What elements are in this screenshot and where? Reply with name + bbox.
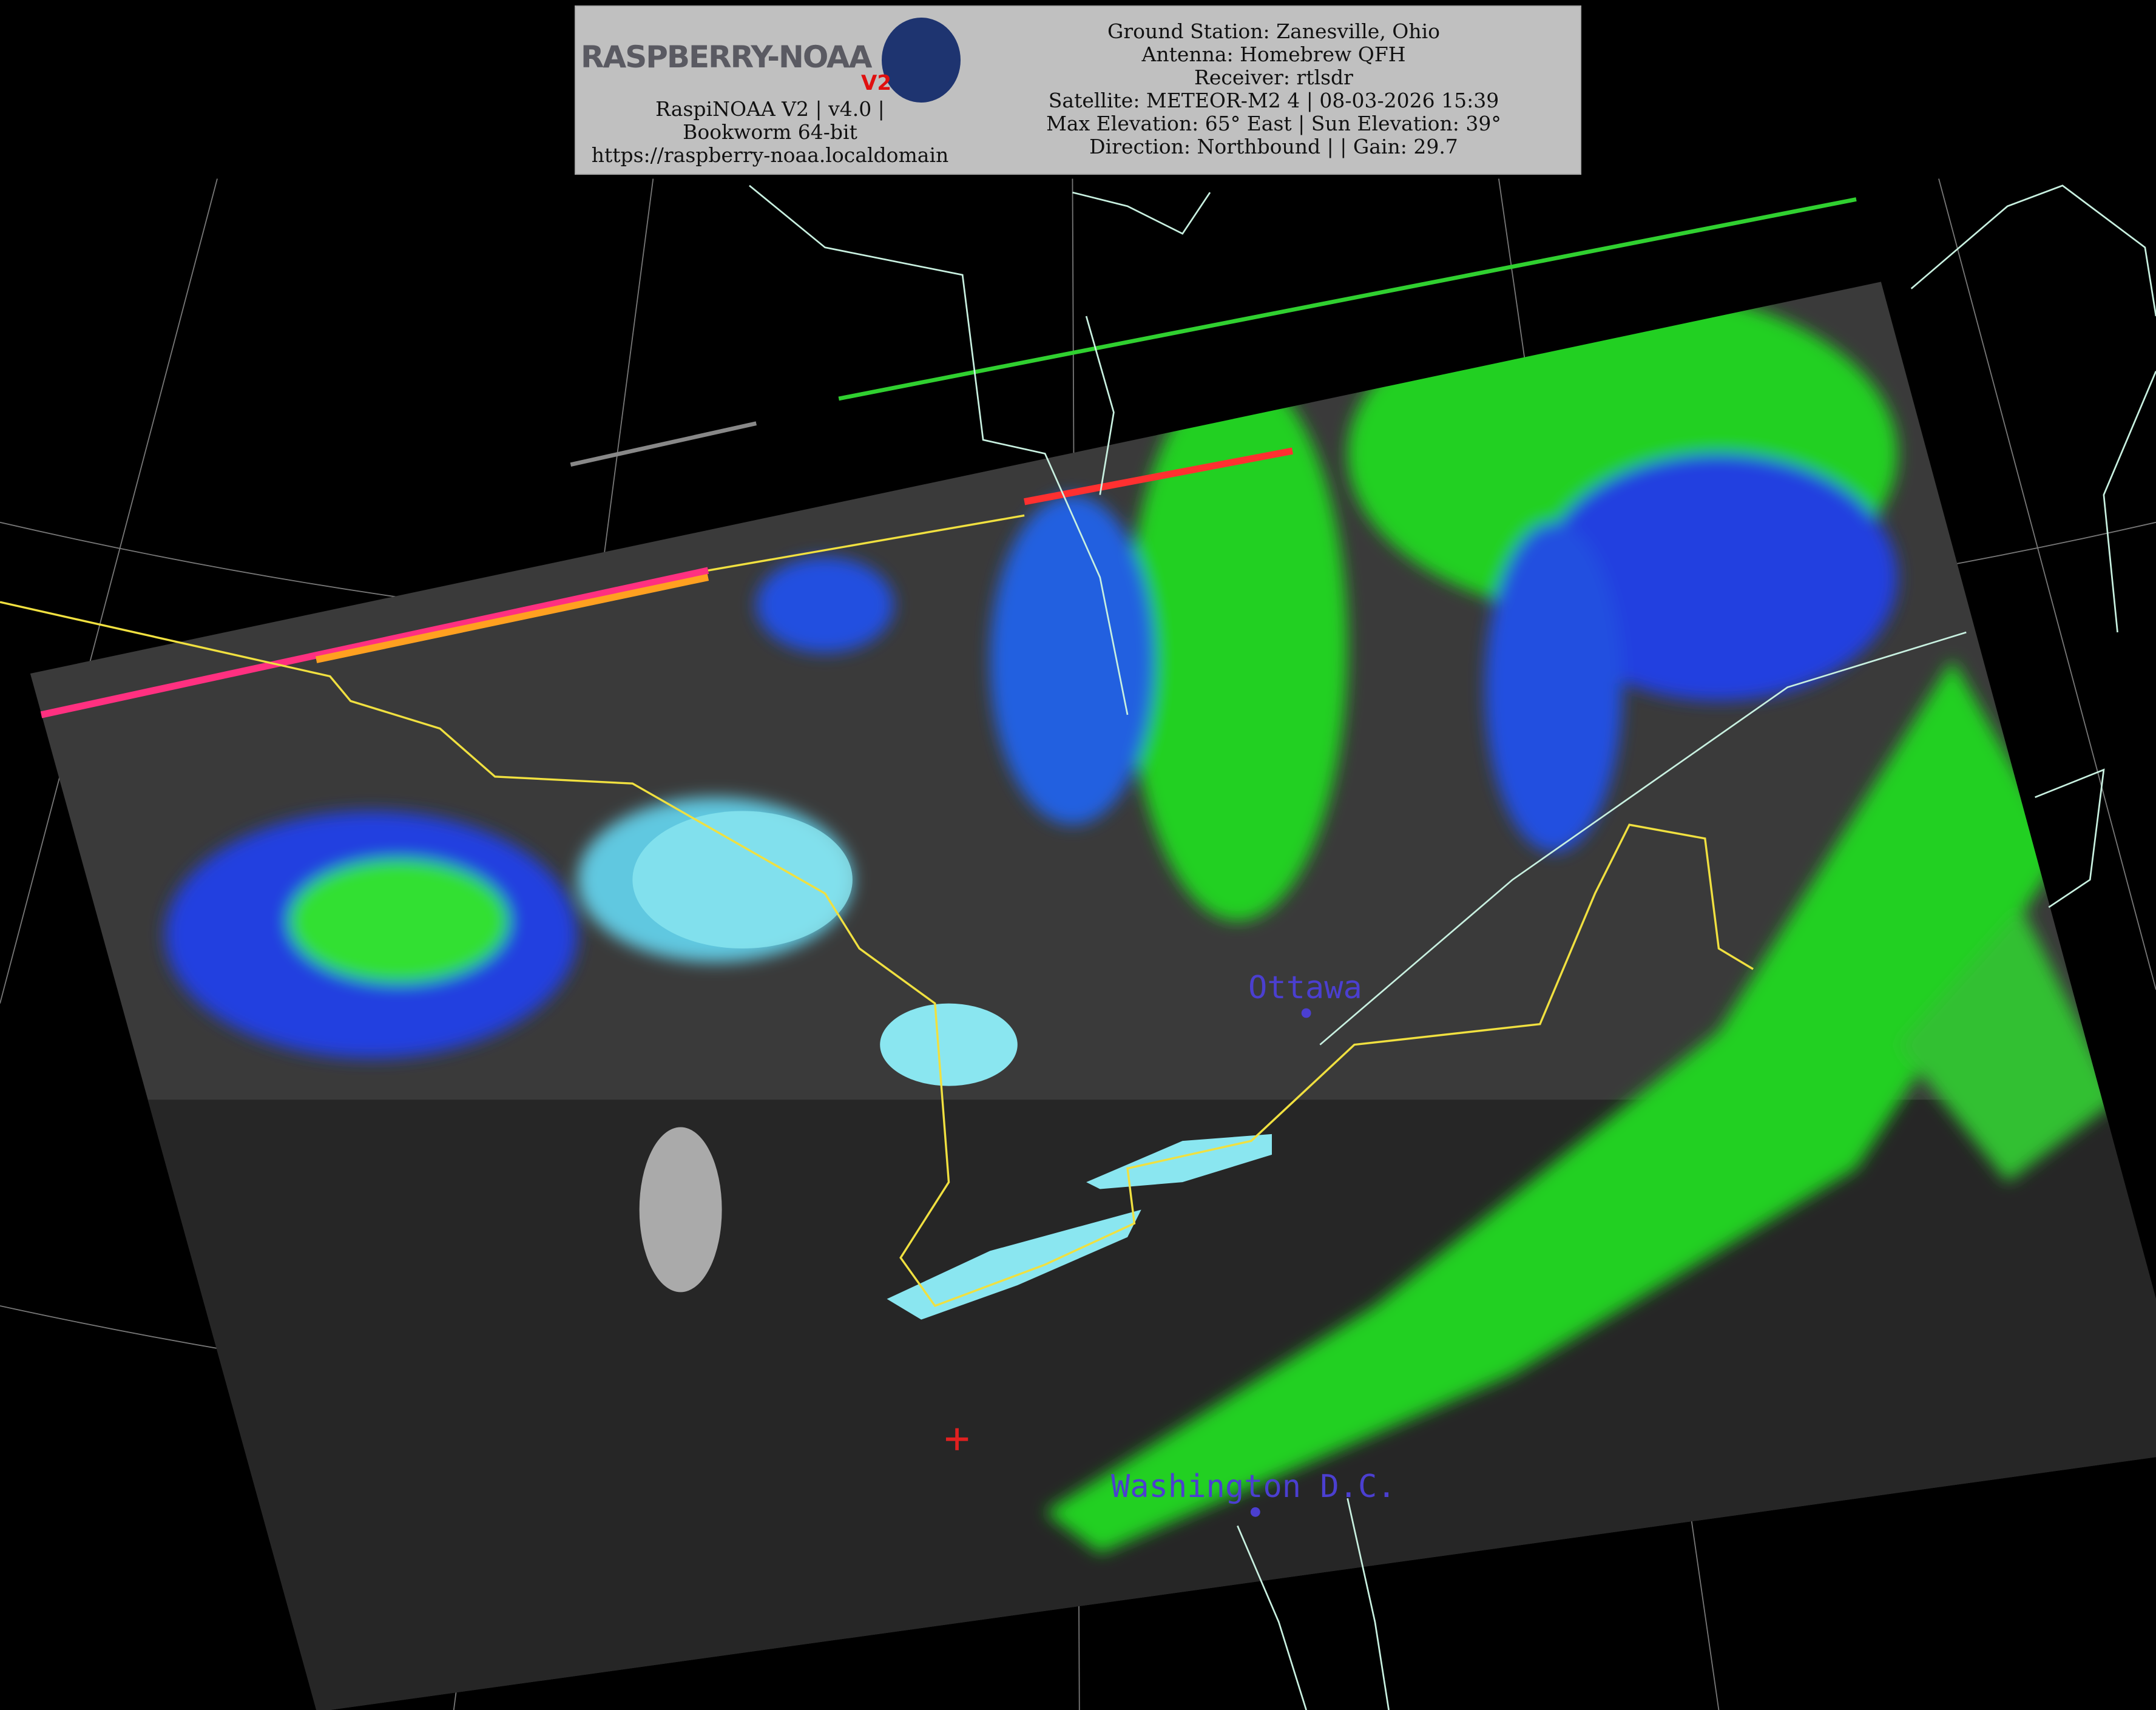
pass-details: Ground Station: Zanesville, Ohio Antenna… xyxy=(1025,20,1522,158)
antenna: Antenna: Homebrew QFH xyxy=(1141,42,1406,66)
ground-station-marker-cross-icon xyxy=(945,1428,968,1450)
site-url: https://raspberry-noaa.localdomain xyxy=(591,143,949,167)
noise-streaks xyxy=(40,197,1857,718)
coastlines xyxy=(749,184,2156,1710)
raspberry-noaa-logo: RASPBERRY-NOAA V2 xyxy=(581,10,963,103)
city-label-washington: Washington D.C. xyxy=(1111,1468,1396,1505)
elevation: Max Elevation: 65° East | Sun Elevation:… xyxy=(1046,112,1501,135)
city-dot-icon xyxy=(1250,1507,1260,1517)
city-label-ottawa: Ottawa xyxy=(1248,970,1362,1006)
receiver: Receiver: rtlsdr xyxy=(1194,66,1353,89)
satellite: Satellite: METEOR-M2 4 | 08-03-2026 15:3… xyxy=(1048,89,1499,112)
logo-badge: V2 xyxy=(861,71,891,95)
software-line: RaspiNOAA V2 | v4.0 | Bookworm 64-bit xyxy=(655,97,885,144)
satellite-logo-icon xyxy=(882,18,961,103)
pass-info-header: RASPBERRY-NOAA V2 RaspiNOAA V2 | v4.0 | … xyxy=(575,5,1581,175)
logo-text: RASPBERRY-NOAA xyxy=(581,39,872,75)
city-dot-icon xyxy=(1301,1008,1311,1018)
border-lines xyxy=(0,514,1754,1308)
image-swath xyxy=(30,282,2156,1710)
ground-station: Ground Station: Zanesville, Ohio xyxy=(1107,19,1441,43)
software-info: RaspiNOAA V2 | v4.0 | Bookworm 64-bit ht… xyxy=(576,98,964,167)
direction-gain: Direction: Northbound | | Gain: 29.7 xyxy=(1089,135,1458,158)
